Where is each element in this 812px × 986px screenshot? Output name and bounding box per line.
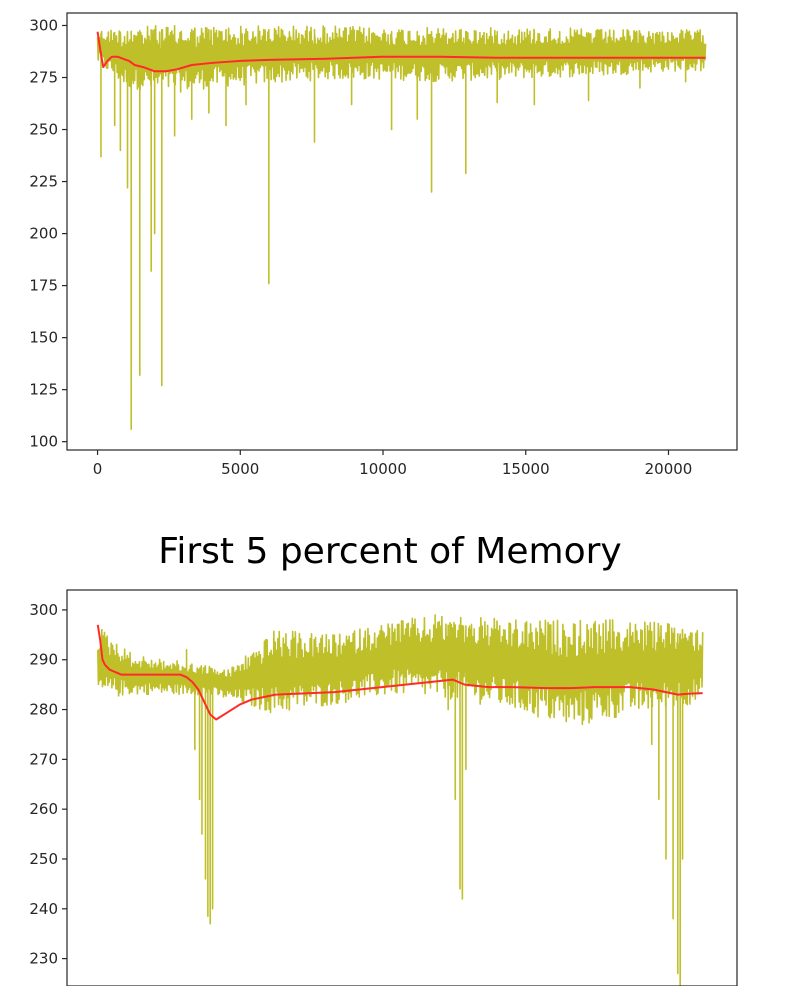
raw-series-line [96, 614, 704, 986]
smoothed-series-line [96, 624, 703, 721]
top-chart: 100 125 150 175 200 225 250 275 300 0 5000 10000 150… [29, 12, 738, 478]
y-tick-label: 300 [29, 601, 58, 619]
y-tick-label: 290 [29, 651, 58, 669]
y-tick-label: 270 [29, 750, 58, 768]
y-tick-label: 275 [29, 69, 58, 87]
smoothed-series-line [96, 31, 706, 73]
raw-series-line [96, 24, 707, 430]
y-tick-label: 240 [29, 900, 58, 918]
y-tick-label: 150 [29, 329, 58, 347]
y-tick-label: 230 [29, 950, 58, 968]
plot-area [96, 24, 707, 430]
y-tick-label: 200 [29, 225, 58, 243]
x-tick-label: 5000 [221, 460, 259, 478]
y-tick-label: 280 [29, 701, 58, 719]
y-tick-label: 300 [29, 16, 58, 34]
x-tick-label: 15000 [502, 460, 550, 478]
x-tick-label: 20000 [645, 460, 693, 478]
y-tick-label: 260 [29, 800, 58, 818]
chart-title: First 5 percent of Memory [158, 531, 621, 572]
x-tick-label: 0 [93, 460, 103, 478]
bottom-chart: First 5 percent of Memory 230 240 250 260 270… [29, 531, 738, 986]
axes-frame [66, 589, 738, 986]
y-tick-label: 225 [29, 173, 58, 191]
axes-frame [66, 12, 738, 451]
y-tick-label: 100 [29, 433, 58, 451]
y-tick-label: 250 [29, 850, 58, 868]
y-tick-label: 125 [29, 381, 58, 399]
plot-area [96, 614, 704, 986]
x-tick-label: 10000 [359, 460, 407, 478]
y-tick-label: 250 [29, 121, 58, 139]
y-tick-label: 175 [29, 277, 58, 295]
